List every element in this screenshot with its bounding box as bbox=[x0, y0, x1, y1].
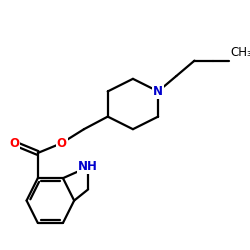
Text: CH₃: CH₃ bbox=[231, 46, 250, 59]
Text: O: O bbox=[9, 137, 19, 150]
Text: O: O bbox=[56, 137, 66, 150]
Text: N: N bbox=[153, 85, 163, 98]
Text: NH: NH bbox=[78, 160, 98, 173]
